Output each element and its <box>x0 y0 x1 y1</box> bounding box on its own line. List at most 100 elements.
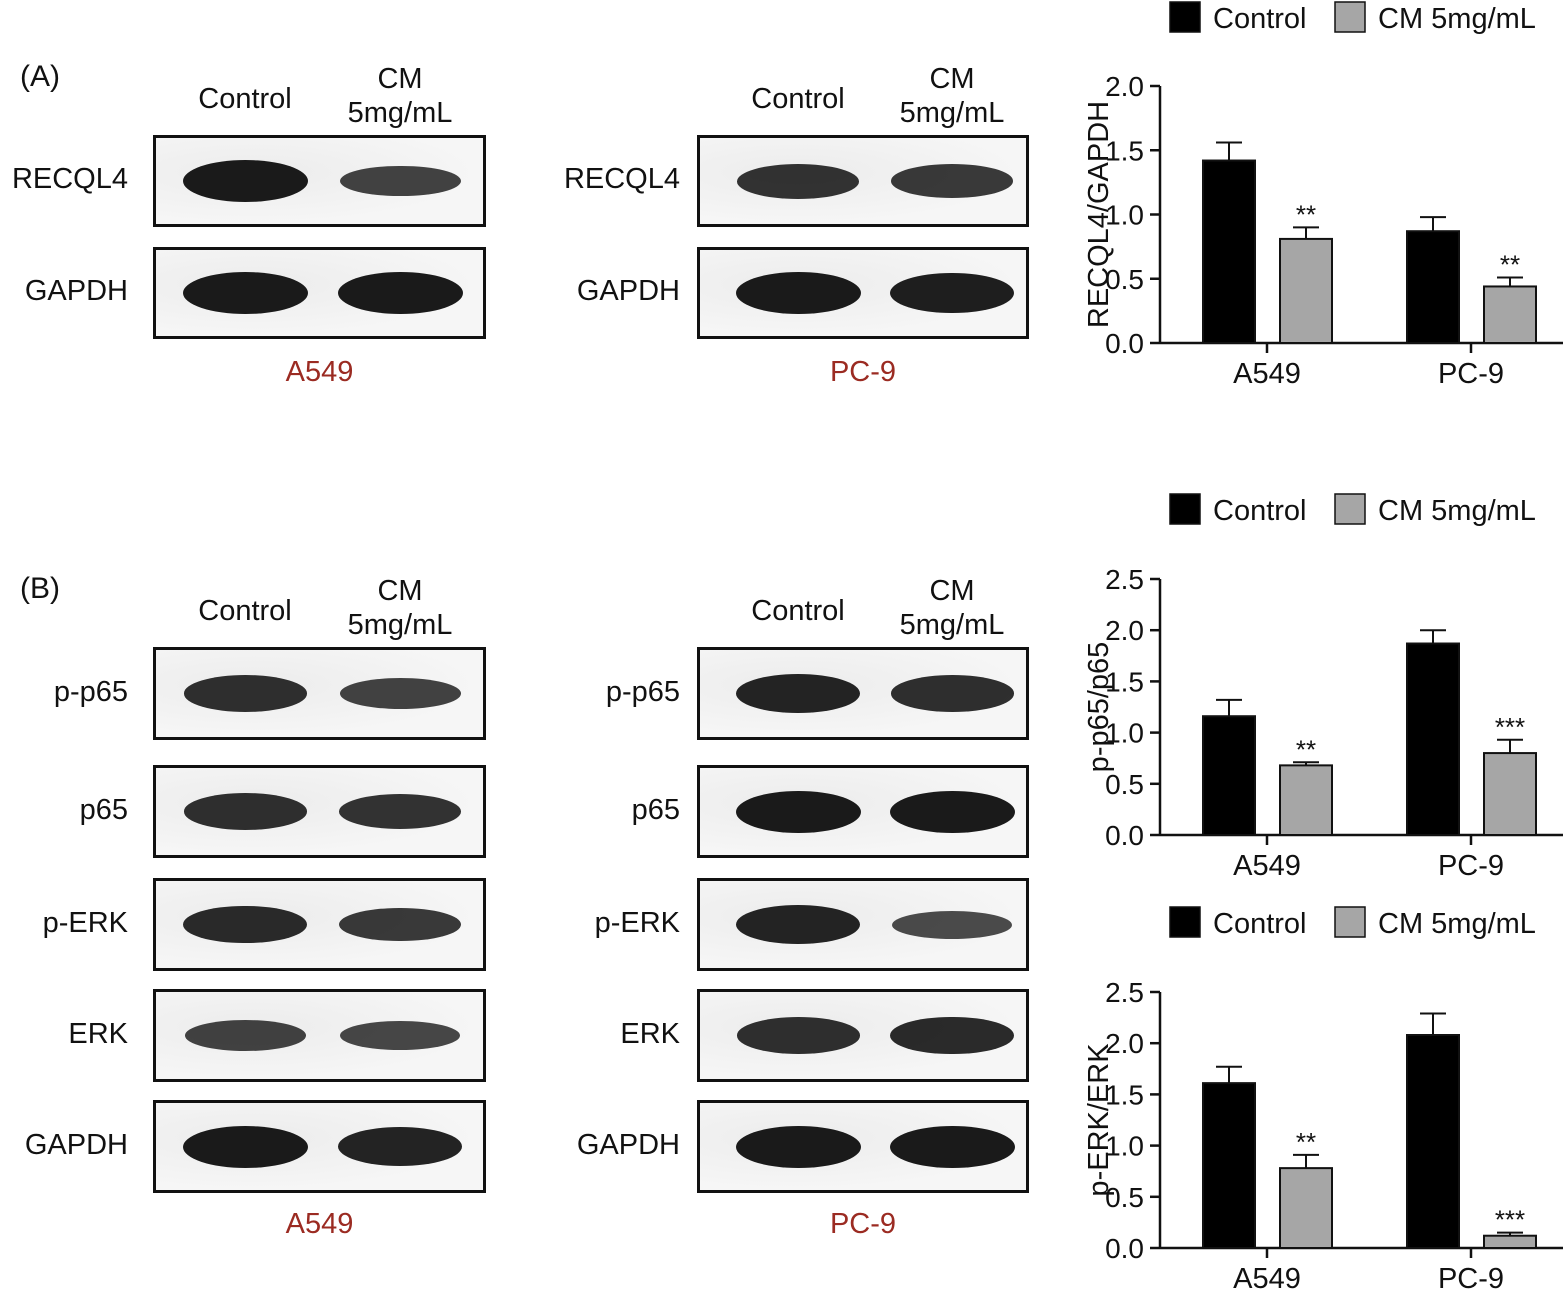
band-cm <box>338 1126 462 1167</box>
legend-swatch-control <box>1169 906 1201 938</box>
bar-control-pc-9 <box>1406 642 1460 837</box>
protein-label-gapdh: GAPDH <box>24 275 128 307</box>
band-cm <box>890 1016 1014 1055</box>
band-cm <box>337 272 463 314</box>
significance-label: ** <box>1296 1127 1316 1157</box>
bar-control-a549 <box>1202 1082 1256 1249</box>
bar-cm-a549 <box>1279 237 1333 344</box>
y-axis-label: RECQL4/GAPDH <box>1083 101 1115 328</box>
legend-swatch-control <box>1169 493 1201 525</box>
lane-header-text: Control <box>751 595 845 627</box>
protein-label-p65: p65 <box>631 793 680 826</box>
legend-label-cm: CM 5mg/mL <box>1378 3 1536 35</box>
y-tick-label: 1.0 <box>1105 718 1144 749</box>
lane-header-text: Control <box>198 595 292 627</box>
band-control <box>184 1020 306 1051</box>
lane-header-cm: CM 5mg/mL <box>852 62 1052 130</box>
band-cm <box>889 1125 1015 1168</box>
blot-pc-9-gapdh <box>697 247 1029 339</box>
band-cm <box>339 165 461 197</box>
protein-label-p-erk: p-ERK <box>594 906 680 939</box>
protein-label-erk: ERK <box>620 1017 680 1050</box>
cell-line-label-pc-9: PC-9 <box>829 1208 897 1240</box>
x-tick-label-pc-9: PC-9 <box>1438 1263 1504 1293</box>
lane-header-text: 5mg/mL <box>899 97 1005 129</box>
bar-cm-pc-9 <box>1483 752 1537 837</box>
protein-label-p65: p65 <box>79 793 128 826</box>
y-tick-label: 0.5 <box>1105 1182 1144 1213</box>
significance-label: *** <box>1495 1205 1525 1235</box>
significance-label: ** <box>1296 199 1316 229</box>
y-tick-label: 1.5 <box>1105 1079 1144 1110</box>
lane-header-text: CM <box>929 63 975 95</box>
bar-control-pc-9 <box>1406 1034 1460 1250</box>
protein-label-erk: ERK <box>68 1017 128 1050</box>
lane-header-cm: CM 5mg/mL <box>300 574 500 642</box>
y-tick-label: 2.5 <box>1105 564 1144 595</box>
legend-swatch-cm <box>1334 1 1366 33</box>
band-cm <box>889 272 1015 314</box>
band-control <box>736 163 860 199</box>
lane-header-text: 5mg/mL <box>347 97 453 129</box>
lane-header-control: Control <box>145 594 345 628</box>
band-control <box>183 905 307 944</box>
x-tick-label-pc-9: PC-9 <box>1438 850 1504 882</box>
protein-label-gapdh: GAPDH <box>576 1128 680 1161</box>
x-tick-label-pc-9: PC-9 <box>1438 358 1504 390</box>
lane-header-text: CM <box>377 63 423 95</box>
panel-label-b: (B) <box>20 572 60 605</box>
protein-label-p-p65: p-p65 <box>605 675 680 708</box>
band-control <box>736 1017 860 1054</box>
cell-line-label-pc-9: PC-9 <box>829 356 897 388</box>
y-tick-label: 2.0 <box>1105 615 1144 646</box>
legend-label-control: Control <box>1213 3 1307 35</box>
y-tick-label: 0.5 <box>1105 769 1144 800</box>
lane-header-text: 5mg/mL <box>347 609 453 641</box>
y-tick-label: 0.5 <box>1105 264 1144 295</box>
y-tick-label: 1.5 <box>1105 666 1144 697</box>
cell-line-label-a549: A549 <box>285 1208 354 1240</box>
lane-header-cm: CM 5mg/mL <box>300 62 500 130</box>
panel-label-a: (A) <box>20 60 60 93</box>
legend-swatch-cm <box>1334 493 1366 525</box>
y-tick-label: 2.0 <box>1105 71 1144 102</box>
band-control <box>182 1125 308 1168</box>
legend-swatch-control <box>1169 1 1201 33</box>
bar-control-pc-9 <box>1406 230 1460 344</box>
protein-label-p-p65: p-p65 <box>53 675 128 708</box>
x-tick-label-a549: A549 <box>1233 358 1301 390</box>
protein-label-p-erk: p-ERK <box>42 906 128 939</box>
protein-label-gapdh: GAPDH <box>24 1128 128 1161</box>
legend-label-cm: CM 5mg/mL <box>1378 495 1536 527</box>
band-cm <box>339 1020 461 1051</box>
band-cm <box>338 794 462 829</box>
significance-label: ** <box>1500 249 1520 279</box>
band-control <box>735 1125 861 1168</box>
significance-label: ** <box>1296 734 1316 764</box>
legend-swatch-cm <box>1334 906 1366 938</box>
y-axis-label: p-p65/p65 <box>1083 642 1115 773</box>
lane-header-text: CM <box>377 575 423 607</box>
y-tick-label: 0.0 <box>1105 820 1144 851</box>
legend-label-control: Control <box>1213 908 1307 940</box>
cell-line-label-a549: A549 <box>285 356 354 388</box>
band-control <box>183 675 307 712</box>
protein-label-recql4: RECQL4 <box>563 163 680 195</box>
bar-cm-a549 <box>1279 1167 1333 1250</box>
protein-label-gapdh: GAPDH <box>576 275 680 307</box>
bar-cm-pc-9 <box>1483 1234 1537 1250</box>
bar-cm-a549 <box>1279 764 1333 836</box>
x-tick-label-a549: A549 <box>1233 850 1301 882</box>
y-tick-label: 0.0 <box>1105 1233 1144 1264</box>
y-tick-label: 0.0 <box>1105 328 1144 359</box>
lane-header-text: CM <box>929 575 975 607</box>
y-tick-label: 2.5 <box>1105 977 1144 1008</box>
lane-header-text: Control <box>751 83 845 115</box>
significance-label: *** <box>1495 712 1525 742</box>
lane-header-text: 5mg/mL <box>899 609 1005 641</box>
band-control <box>183 793 307 830</box>
legend-label-control: Control <box>1213 495 1307 527</box>
band-control <box>182 272 308 314</box>
y-tick-label: 2.0 <box>1105 1028 1144 1059</box>
